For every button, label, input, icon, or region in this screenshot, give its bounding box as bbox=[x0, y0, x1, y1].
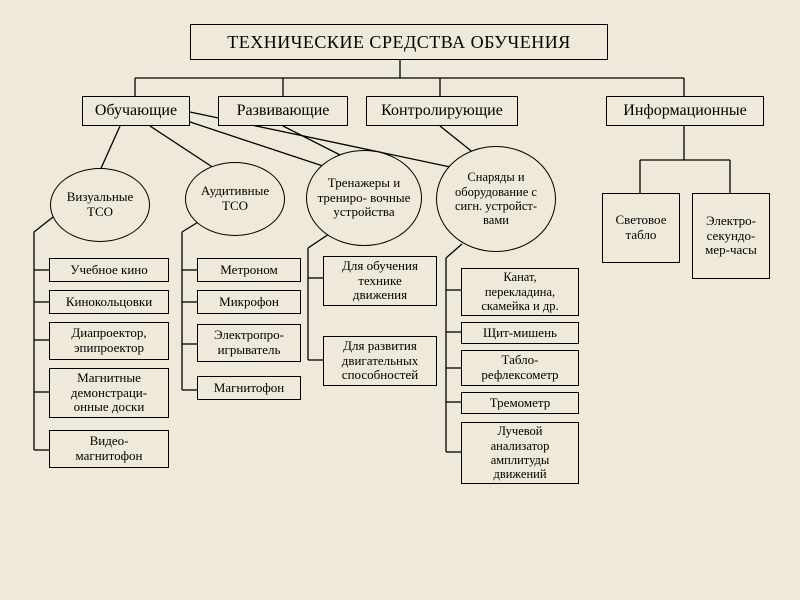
leaf-label: Микрофон bbox=[219, 295, 279, 310]
title-text: ТЕХНИЧЕСКИЕ СРЕДСТВА ОБУЧЕНИЯ bbox=[227, 32, 571, 53]
circle-visual: Визуальные ТСО bbox=[50, 168, 150, 242]
circle-train: Тренажеры и трениро- вочные устройства bbox=[306, 150, 422, 246]
leaf-videomagnitofon: Видео- магнитофон bbox=[49, 430, 169, 468]
circle-label: Аудитивные ТСО bbox=[190, 184, 280, 214]
leaf-label: Электропро- игрыватель bbox=[204, 328, 294, 358]
leaf-label: Кинокольцовки bbox=[66, 295, 152, 310]
cat-label: Информационные bbox=[623, 102, 746, 120]
leaf-magnitofon: Магнитофон bbox=[197, 376, 301, 400]
cat-razvivayushchie: Развивающие bbox=[218, 96, 348, 126]
cat-label: Развивающие bbox=[237, 102, 330, 120]
cat-informatsionnye: Информационные bbox=[606, 96, 764, 126]
leaf-label: Магнитные демонстраци- онные доски bbox=[56, 371, 162, 416]
leaf-uchebnoe-kino: Учебное кино bbox=[49, 258, 169, 282]
leaf-kinokoltsovki: Кинокольцовки bbox=[49, 290, 169, 314]
leaf-label: Видео- магнитофон bbox=[56, 434, 162, 464]
leaf-label: Табло- рефлексометр bbox=[468, 353, 572, 383]
leaf-elektroproigryvatel: Электропро- игрыватель bbox=[197, 324, 301, 362]
leaf-label: Учебное кино bbox=[70, 263, 148, 278]
leaf-label: Канат, перекладина, скамейка и др. bbox=[468, 270, 572, 313]
cat-label: Обучающие bbox=[95, 102, 177, 120]
leaf-label: Диапроектор, эпипроектор bbox=[56, 326, 162, 356]
leaf-label: Тремометр bbox=[490, 396, 551, 411]
circle-label: Снаряды и оборудование с сигн. устройст-… bbox=[441, 170, 551, 228]
leaf-label: Для развития двигательных способностей bbox=[330, 339, 430, 384]
circle-label: Визуальные ТСО bbox=[55, 190, 145, 220]
circle-auditive: Аудитивные ТСО bbox=[185, 162, 285, 236]
leaf-label: Щит-мишень bbox=[483, 326, 557, 341]
leaf-label: Лучевой анализатор амплитуды движений bbox=[468, 424, 572, 482]
leaf-shchit-mishen: Щит-мишень bbox=[461, 322, 579, 344]
leaf-label: Световое табло bbox=[609, 213, 673, 243]
leaf-metronom: Метроном bbox=[197, 258, 301, 282]
leaf-magnitnye-doski: Магнитные демонстраци- онные доски bbox=[49, 368, 169, 418]
leaf-tremometr: Тремометр bbox=[461, 392, 579, 414]
leaf-luchevoy-analizator: Лучевой анализатор амплитуды движений bbox=[461, 422, 579, 484]
circle-snaryady: Снаряды и оборудование с сигн. устройст-… bbox=[436, 146, 556, 252]
circle-label: Тренажеры и трениро- вочные устройства bbox=[311, 176, 417, 221]
leaf-obucheniya-tekhnike: Для обучения технике движения bbox=[323, 256, 437, 306]
cat-kontroliruyushchie: Контролирующие bbox=[366, 96, 518, 126]
leaf-razvitiya-dvigatelnykh: Для развития двигательных способностей bbox=[323, 336, 437, 386]
leaf-diaproektor: Диапроектор, эпипроектор bbox=[49, 322, 169, 360]
leaf-label: Электро- секундо- мер-часы bbox=[699, 214, 763, 259]
title-box: ТЕХНИЧЕСКИЕ СРЕДСТВА ОБУЧЕНИЯ bbox=[190, 24, 608, 60]
leaf-label: Для обучения технике движения bbox=[330, 259, 430, 304]
leaf-mikrofon: Микрофон bbox=[197, 290, 301, 314]
leaf-label: Метроном bbox=[220, 263, 277, 278]
cat-label: Контролирующие bbox=[381, 102, 503, 120]
leaf-label: Магнитофон bbox=[214, 381, 284, 396]
cat-obuchayushchie: Обучающие bbox=[82, 96, 190, 126]
leaf-svetovoe-tablo: Световое табло bbox=[602, 193, 680, 263]
leaf-elektrosekundomer: Электро- секундо- мер-часы bbox=[692, 193, 770, 279]
leaf-kanat: Канат, перекладина, скамейка и др. bbox=[461, 268, 579, 316]
leaf-tablo-refleksometr: Табло- рефлексометр bbox=[461, 350, 579, 386]
